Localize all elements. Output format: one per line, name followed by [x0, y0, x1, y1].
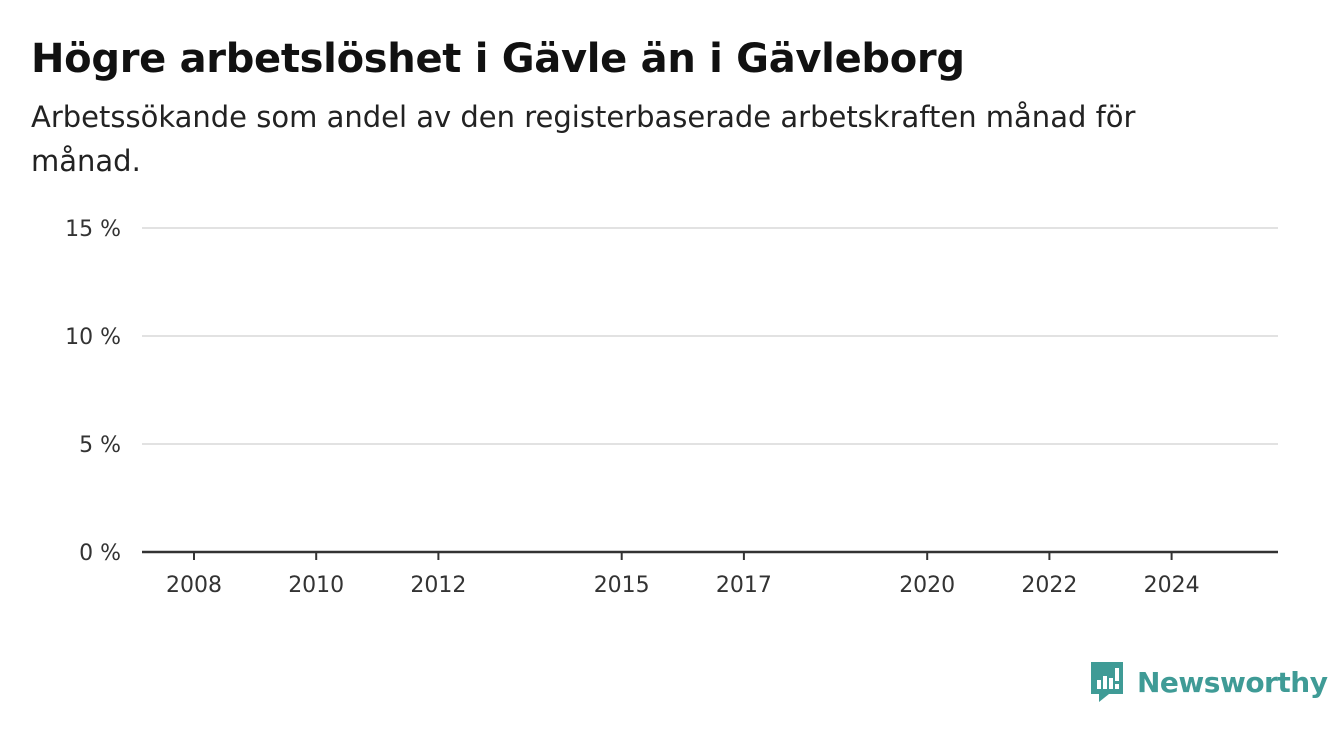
newsworthy-brand: Newsworthy	[1089, 660, 1328, 704]
x-tick-label: 2010	[288, 573, 344, 598]
y-tick-label: 15 %	[65, 217, 121, 242]
x-tick-label: 2012	[410, 573, 466, 598]
x-tick-label: 2022	[1021, 573, 1077, 598]
newsworthy-logo-icon	[1091, 662, 1123, 702]
y-tick-label: 5 %	[79, 433, 121, 458]
x-tick-label: 2008	[166, 573, 222, 598]
y-tick-label: 10 %	[65, 325, 121, 350]
x-tick-label: 2015	[594, 573, 650, 598]
brand-name: Newsworthy	[1137, 665, 1328, 699]
y-tick-label: 0 %	[79, 541, 121, 566]
chart-title: Högre arbetslöshet i Gävle än i Gävlebor…	[31, 36, 965, 82]
x-tick-label: 2020	[899, 573, 955, 598]
chart-subtitle: Arbetssökande som andel av den registerb…	[31, 100, 1136, 178]
x-tick-label: 2017	[716, 573, 772, 598]
x-tick-label: 2024	[1144, 573, 1200, 598]
